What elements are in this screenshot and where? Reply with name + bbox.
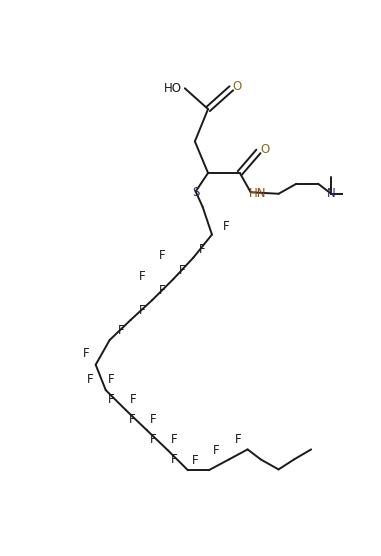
Text: F: F bbox=[199, 244, 206, 256]
Text: F: F bbox=[171, 433, 177, 446]
Text: F: F bbox=[159, 284, 166, 296]
Text: F: F bbox=[150, 433, 156, 446]
Text: F: F bbox=[159, 249, 166, 262]
Text: F: F bbox=[87, 373, 94, 386]
Text: F: F bbox=[192, 454, 198, 468]
Text: F: F bbox=[108, 393, 114, 406]
Text: O: O bbox=[260, 143, 269, 156]
Text: F: F bbox=[130, 393, 136, 406]
Text: F: F bbox=[83, 346, 90, 360]
Text: HO: HO bbox=[164, 82, 182, 95]
Text: N: N bbox=[327, 187, 336, 200]
Text: HN: HN bbox=[249, 187, 267, 200]
Text: F: F bbox=[171, 453, 177, 466]
Text: S: S bbox=[192, 186, 199, 200]
Text: F: F bbox=[139, 270, 146, 282]
Text: F: F bbox=[150, 413, 156, 426]
Text: F: F bbox=[118, 324, 125, 336]
Text: F: F bbox=[235, 433, 242, 446]
Text: O: O bbox=[233, 80, 242, 93]
Text: F: F bbox=[129, 413, 135, 426]
Text: F: F bbox=[179, 264, 186, 276]
Text: F: F bbox=[223, 220, 230, 234]
Text: F: F bbox=[139, 304, 146, 316]
Text: F: F bbox=[108, 373, 114, 386]
Text: F: F bbox=[213, 444, 220, 456]
